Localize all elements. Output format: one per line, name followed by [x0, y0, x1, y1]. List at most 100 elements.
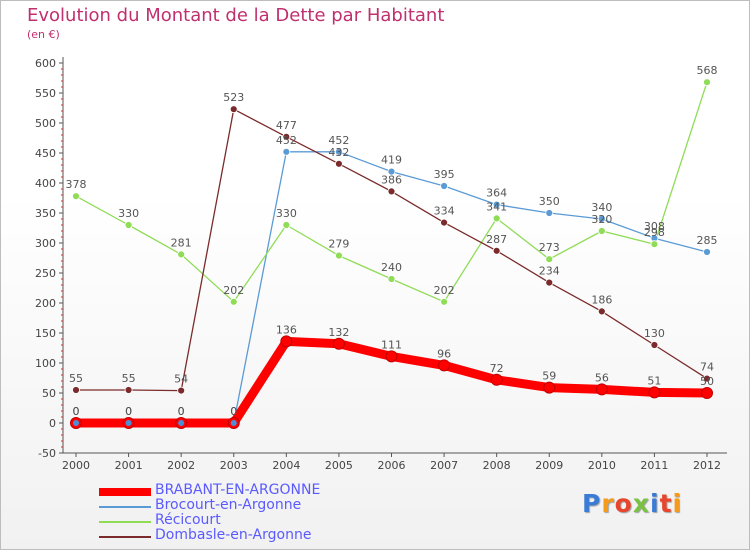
data-label: 59 — [542, 370, 556, 383]
data-point — [282, 221, 291, 229]
data-label: 419 — [381, 154, 402, 167]
data-point — [597, 307, 606, 316]
y-tick-label: 250 — [35, 267, 56, 280]
data-label: 132 — [328, 326, 349, 339]
data-point — [438, 359, 451, 372]
data-point — [387, 167, 396, 176]
data-label: 432 — [328, 146, 349, 159]
data-point — [387, 187, 396, 196]
data-point — [440, 182, 448, 190]
y-tick-label: 350 — [35, 207, 56, 220]
data-point — [229, 105, 238, 114]
data-point — [335, 147, 343, 156]
data-point — [545, 278, 554, 287]
data-label: 279 — [328, 238, 349, 251]
x-tick-label: 2000 — [62, 459, 90, 472]
data-label: 202 — [434, 284, 455, 297]
data-label: 523 — [223, 91, 244, 104]
y-tick-label: 150 — [35, 327, 56, 340]
data-label: 341 — [486, 200, 507, 213]
data-label: 334 — [434, 205, 455, 218]
y-tick-label: 500 — [35, 117, 56, 130]
logo-letter: P — [582, 489, 602, 518]
logo-letter: i — [672, 489, 683, 518]
data-point — [703, 374, 711, 383]
data-point-overlay — [178, 420, 185, 426]
data-label: 378 — [66, 178, 87, 191]
data-label: 96 — [437, 347, 451, 360]
data-label: 285 — [697, 234, 718, 247]
data-label: 281 — [171, 236, 192, 249]
y-tick-label: 50 — [42, 387, 56, 400]
data-point — [72, 192, 80, 201]
data-label: 330 — [118, 207, 139, 220]
data-label: 136 — [276, 323, 297, 336]
proxiti-logo: Proxiti — [582, 489, 682, 518]
y-tick-label: 0 — [49, 417, 56, 430]
data-label: 74 — [700, 361, 714, 374]
data-label: 54 — [174, 373, 188, 386]
data-point — [332, 337, 345, 350]
data-label: 51 — [647, 374, 661, 387]
data-point — [492, 214, 501, 223]
data-label: 240 — [381, 261, 402, 274]
data-label: 0 — [73, 405, 80, 418]
legend-swatch-brabant — [99, 488, 151, 496]
y-tick-label: 200 — [35, 297, 56, 310]
legend-swatch-dombasle — [99, 536, 151, 538]
x-tick-label: 2006 — [378, 459, 406, 472]
data-point — [648, 386, 661, 399]
data-label: 273 — [539, 241, 560, 254]
logo-letter: o — [614, 489, 633, 518]
data-label: 56 — [595, 371, 609, 384]
x-tick-label: 2010 — [588, 459, 616, 472]
data-label: 234 — [539, 265, 560, 278]
data-label: 0 — [125, 405, 132, 418]
legend-label-brocourt: Brocourt-en-Argonne — [155, 497, 302, 513]
data-label: 0 — [125, 405, 132, 418]
x-tick-label: 2005 — [325, 459, 353, 472]
data-point — [229, 297, 238, 306]
data-point — [124, 221, 133, 229]
data-label: 308 — [644, 220, 665, 233]
logo-letter: r — [601, 489, 615, 518]
data-label: 340 — [591, 201, 612, 214]
data-label: 0 — [230, 405, 237, 418]
data-label: 386 — [381, 173, 402, 186]
data-point-overlay — [125, 420, 132, 426]
data-point — [387, 275, 396, 283]
logo-letter: x — [632, 489, 650, 518]
data-point — [597, 215, 606, 223]
x-tick-label: 2008 — [483, 459, 511, 472]
data-label: 0 — [230, 405, 237, 418]
data-point — [545, 209, 554, 217]
data-point — [650, 341, 659, 349]
chart-title: Evolution du Montant de la Dette par Hab… — [27, 5, 445, 26]
data-point — [282, 147, 291, 156]
data-point — [703, 248, 711, 256]
data-point — [543, 381, 556, 394]
data-point — [335, 159, 343, 168]
data-point — [545, 255, 554, 264]
y-tick-label: -50 — [38, 447, 56, 460]
data-label: 452 — [328, 134, 349, 147]
chart-subtitle: (en €) — [27, 28, 60, 41]
data-label: 350 — [539, 195, 560, 208]
data-point — [650, 240, 659, 249]
x-tick-label: 2007 — [430, 459, 458, 472]
data-label: 320 — [591, 213, 612, 226]
data-label: 0 — [178, 405, 185, 418]
x-tick-label: 2001 — [115, 459, 143, 472]
x-tick-label: 2009 — [535, 459, 563, 472]
data-label: 55 — [122, 372, 136, 385]
data-point — [595, 383, 608, 396]
data-label: 72 — [490, 362, 504, 375]
legend-swatch-recicourt — [99, 521, 151, 523]
legend-label-brabant: BRABANT-EN-ARGONNE — [155, 482, 321, 498]
y-tick-label: 600 — [35, 57, 56, 70]
x-tick-label: 2011 — [640, 459, 668, 472]
data-point — [597, 227, 606, 235]
data-label: 287 — [486, 233, 507, 246]
